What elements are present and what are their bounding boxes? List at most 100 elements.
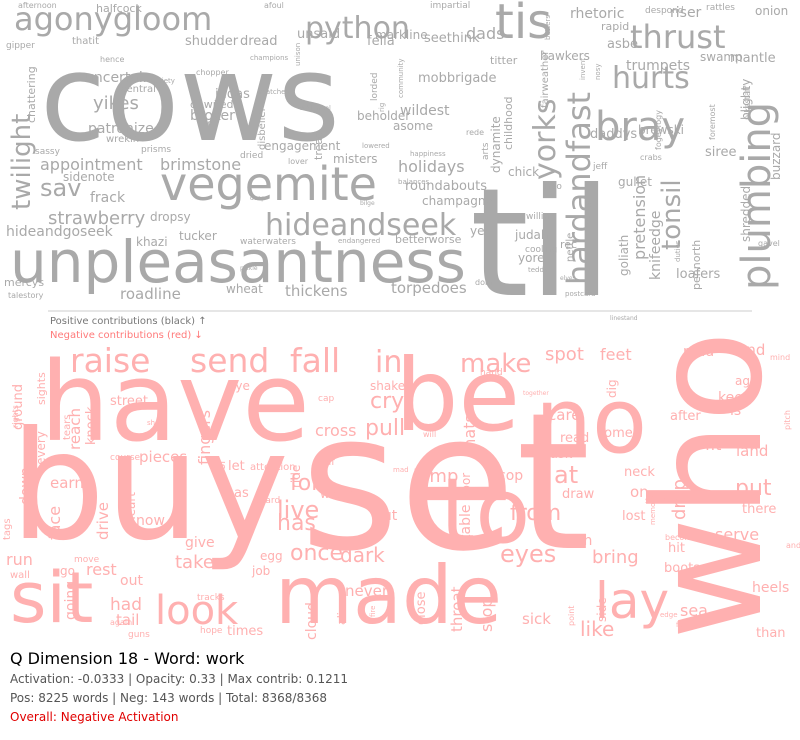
positive-word-asome: asome [393,119,433,133]
positive-word-onion: onion [755,4,788,18]
positive-word-community: community [397,59,405,98]
positive-word-postcard: postcard [565,290,595,298]
negative-word-table: table [458,505,474,540]
negative-word-mind: mind [770,353,790,362]
positive-word-buzzard: buzzard [769,132,783,180]
positive-word-blighty: blighty [739,79,753,120]
positive-word-trumpets: trumpets [626,58,690,74]
negative-word-cloud: cloud [304,602,320,640]
positive-word-dynamite: dynamite [489,116,503,173]
negative-word-come: come [597,426,633,441]
positive-word-dropsy: dropsy [150,210,191,224]
positive-word-asbe: asbe [607,37,638,52]
positive-word-brewski: brewski [638,123,684,137]
positive-word-childhood: childhood [502,96,515,150]
negative-word-run: run [6,550,33,569]
negative-word-never: never [345,582,389,600]
positive-word-riser: riser [670,5,702,21]
positive-word-knifeedge: knifeedge [648,211,664,280]
positive-word-betters: betters [544,15,552,40]
negative-word-has: has [277,511,316,536]
negative-word-thats: thats [460,414,479,455]
negative-word-egg: egg [260,549,283,563]
negative-word-state: state [645,496,668,506]
negative-word-had: had [110,595,142,615]
negative-word-from: from [510,501,561,526]
negative-word-now: now [136,513,165,529]
positive-word-hurts: hurts [612,61,690,96]
positive-word-willin: willin [526,212,549,222]
negative-word-point: point [567,606,576,626]
positive-word-happiness: happiness [410,150,446,158]
negative-word-cross: cross [315,421,356,440]
negative-word-drop: drop [669,479,690,520]
negative-word-ask: ask [550,447,573,462]
word-cloud: cows til unpleasantness vegemite tis bray agon… [2,0,800,640]
positive-word-central: central [121,84,156,95]
positive-word-yikes: yikes [93,93,139,114]
positive-word-nosy: nosy [594,63,602,80]
negative-word-eyes: eyes [500,540,556,568]
negative-word-who: who [622,330,796,640]
positive-word-engagement: engagement [264,139,341,153]
positive-word-thickens: thickens [285,282,348,300]
positive-word-rig: rig [378,103,386,112]
positive-word-halfcock: halfcock [96,2,142,15]
negative-word-at: at [554,461,578,489]
positive-word-judah: judah [514,228,549,242]
negative-word-sick: sick [522,610,551,628]
negative-word-going: going [63,581,79,620]
positive-word-betterworse: betterworse [395,233,462,246]
negative-word-guard: guard [254,496,280,506]
negative-word-like: like [580,617,614,640]
positive-word-despond: despond [645,6,684,16]
negative-word-is: is [730,403,741,419]
positive-word-shudder: shudder [185,34,239,49]
negative-word-after: after [670,409,701,424]
negative-word-care: care [548,406,581,424]
positive-word-mobbrigade: mobbrigade [418,71,497,86]
positive-word-invent: invent [579,58,587,80]
positive-word-broker: broker [190,108,235,124]
positive-word-agonygloom: agonygloom [14,0,212,38]
positive-word-cooling: cooling [525,245,557,255]
negative-word-guns: guns [128,630,150,640]
negative-word-ground: ground [11,384,26,430]
positive-word-unison: unison [294,43,302,66]
negative-word-go: go [60,564,75,578]
negative-word-earn: earn [50,474,84,492]
positive-word-afternoon: afternoon [18,1,57,10]
negative-word-made: made [275,549,502,640]
positive-word-misters: misters [333,152,378,166]
positive-word-daddys: daddys [590,127,637,142]
negative-word-feet: feet [600,345,632,364]
negative-word-sea: sea [680,601,708,620]
positive-word-strawberry: strawberry [48,208,146,229]
negative-word-wall: wall [10,570,30,581]
positive-word-pikestaff: pikestaff [743,85,752,120]
negative-word-hand: hand [480,368,503,378]
negative-word-no: no [535,369,647,474]
negative-word-every: every [34,431,48,465]
negative-word-cry: cry [370,389,404,414]
positive-word-ngo: ngo [545,182,562,192]
negative-word-foot: foot [676,621,690,629]
negative-word-fall: fall [290,341,340,380]
positive-word-linestand: linestand [610,315,638,322]
positive-word-waterwaters: waterwaters [240,237,296,247]
positive-word-brimstone: brimstone [160,155,241,174]
positive-word-rapid: rapid [601,20,629,33]
negative-word-side: side [595,597,609,622]
negative-word-serve: serve [715,525,759,544]
negative-word-tracks: tracks [197,593,225,603]
positive-word-tonsil: tonsil [657,179,687,250]
positive-word-pickle: pickle [240,265,258,272]
positive-word-elves: elves [560,275,576,282]
positive-word-siree: siree [705,145,736,160]
positive-word-python: python [305,11,410,46]
positive-word-subliminal: subliminal [300,105,331,112]
positive-word-tread: tread [312,131,325,160]
negative-word-out: out [120,573,143,589]
negative-word-read: read [560,431,589,446]
